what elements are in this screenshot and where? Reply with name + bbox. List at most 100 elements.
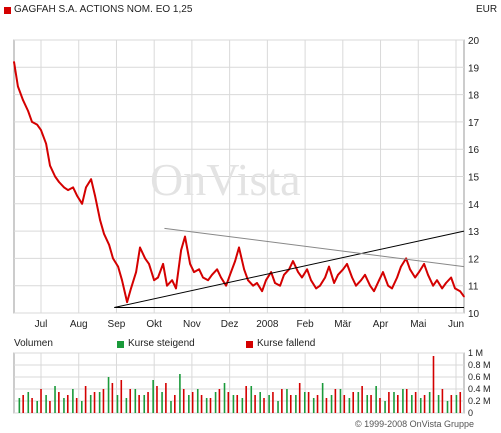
price-point [211, 273, 213, 276]
price-point [130, 287, 132, 290]
volume-bar-up [152, 380, 154, 413]
price-x-tick-label: Nov [183, 319, 201, 330]
copyright-footer: © 1999-2008 OnVista Gruppe [355, 419, 475, 429]
price-point [324, 276, 326, 279]
volume-bar-down [414, 392, 417, 413]
price-point [409, 268, 411, 271]
volume-bar-down [397, 395, 399, 413]
price-point [58, 181, 60, 183]
volume-bar-down [432, 356, 435, 413]
price-point [378, 279, 380, 282]
price-point [171, 279, 173, 282]
price-grid [13, 39, 465, 314]
volume-bar-up [393, 392, 395, 413]
volume-bar-down [334, 389, 337, 413]
watermark-text: OnVista [150, 154, 301, 205]
volume-bar-up [286, 389, 288, 413]
price-point [283, 273, 285, 276]
price-point [436, 279, 438, 282]
volume-bar-down [343, 395, 346, 413]
price-x-tick-label: Sep [108, 319, 126, 330]
volume-bar-up [303, 392, 306, 413]
price-point [234, 260, 236, 262]
volume-bar-down [254, 395, 256, 413]
price-point [441, 287, 443, 290]
volume-y-tick-label: 0.2 M [468, 396, 491, 406]
price-point [90, 178, 92, 181]
volume-bar-down [218, 389, 221, 413]
volume-bar-up [411, 395, 413, 413]
volume-bar-up [45, 395, 47, 413]
volume-y-tick-label: 0.4 M [468, 384, 491, 394]
price-point [81, 203, 83, 205]
price-point [247, 279, 249, 282]
price-point [445, 282, 447, 284]
volume-bar-down [75, 398, 78, 413]
price-point [423, 263, 425, 265]
volume-bar-down [111, 383, 114, 413]
legend-down-label: Kurse fallend [257, 338, 316, 349]
volume-bar-down [370, 395, 372, 413]
price-point [364, 273, 366, 276]
volume-bar-down [31, 398, 33, 413]
volume-bar-up [446, 401, 449, 413]
price-point [373, 290, 375, 292]
price-point [220, 276, 222, 279]
price-point [454, 287, 456, 290]
price-point [261, 290, 263, 292]
price-point [76, 194, 78, 197]
trendline-group [114, 227, 465, 309]
volume-bar-up [375, 386, 377, 413]
price-point [328, 265, 330, 268]
legend-up-swatch [117, 341, 124, 348]
volume-bar-up [188, 395, 190, 413]
volume-bar-up [402, 389, 404, 413]
price-point [175, 287, 177, 290]
price-point [243, 268, 245, 271]
price-x-tick-label: Jun [448, 319, 464, 330]
price-point [49, 164, 51, 167]
volume-bar-down [156, 386, 158, 413]
price-point [184, 235, 186, 238]
price-point [256, 282, 258, 284]
price-point [121, 279, 123, 282]
volume-bar-up [18, 398, 21, 413]
price-point [229, 273, 231, 276]
volume-bar-up [134, 389, 137, 413]
price-point [13, 61, 15, 63]
volume-bar-up [223, 383, 226, 413]
volume-bar-up [419, 398, 422, 413]
volume-bars-group [18, 356, 462, 413]
volume-bar-down [93, 392, 96, 413]
price-y-tick-label: 13 [468, 227, 480, 238]
price-point [202, 276, 204, 279]
price-point [99, 219, 101, 221]
volume-bar-up [143, 395, 146, 413]
price-point [369, 284, 371, 287]
price-point [396, 276, 398, 279]
price-point [238, 246, 240, 249]
price-point [414, 276, 416, 279]
price-point [382, 271, 384, 273]
title-color-square [4, 7, 11, 14]
volume-bar-up [277, 401, 279, 413]
price-point [418, 271, 420, 273]
price-point [198, 268, 200, 271]
volume-bar-up [250, 386, 253, 413]
price-point [450, 276, 452, 279]
volume-y-tick-label: 1 M [468, 348, 483, 358]
volume-bar-down [289, 395, 292, 413]
price-point [342, 268, 344, 271]
volume-axis-group: 0 0.2 M 0.4 M 0.6 M 0.8 M 1 M [468, 348, 491, 418]
price-point [54, 175, 56, 178]
price-point [360, 279, 362, 282]
volume-bar-up [428, 392, 431, 413]
volume-bar-down [138, 395, 140, 413]
price-y-tick-label: 20 [468, 36, 480, 47]
volume-bar-down [129, 389, 132, 413]
price-point [148, 263, 150, 265]
volume-bar-down [450, 395, 453, 413]
volume-y-tick-label: 0.6 M [468, 372, 491, 382]
volume-bar-down [405, 389, 408, 413]
